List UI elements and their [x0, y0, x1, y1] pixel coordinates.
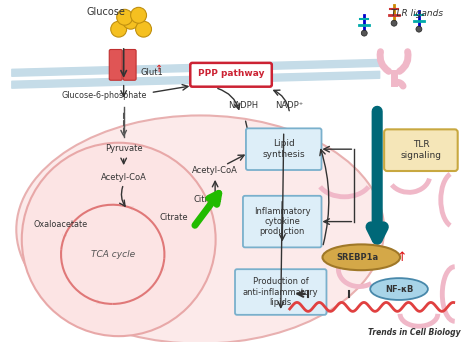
FancyBboxPatch shape [246, 128, 321, 170]
Ellipse shape [322, 245, 400, 270]
Ellipse shape [370, 278, 428, 300]
Text: Production of
anti-inflammatory
lipids: Production of anti-inflammatory lipids [243, 277, 319, 307]
Text: Lipid
synthesis: Lipid synthesis [263, 140, 305, 159]
Circle shape [416, 26, 422, 32]
Circle shape [361, 30, 367, 36]
Ellipse shape [16, 116, 384, 343]
FancyBboxPatch shape [243, 196, 321, 247]
Text: Trends in Cell Biology: Trends in Cell Biology [368, 328, 461, 336]
Text: TLR
signaling: TLR signaling [401, 141, 441, 160]
Text: Oxaloacetate: Oxaloacetate [34, 220, 88, 229]
Text: SREBP1a: SREBP1a [336, 253, 378, 262]
Text: PPP pathway: PPP pathway [198, 69, 264, 78]
Text: Acetyl-CoA: Acetyl-CoA [192, 166, 238, 175]
Circle shape [131, 7, 146, 23]
Text: Glut1: Glut1 [141, 68, 164, 77]
Text: Citrate: Citrate [194, 195, 222, 204]
Text: TCA cycle: TCA cycle [91, 250, 135, 259]
Circle shape [117, 9, 133, 25]
Circle shape [136, 21, 152, 37]
Ellipse shape [22, 143, 216, 336]
FancyBboxPatch shape [109, 49, 122, 80]
Text: NADPH: NADPH [228, 101, 258, 110]
FancyBboxPatch shape [235, 269, 327, 315]
Text: Glucose-6-phosphate: Glucose-6-phosphate [61, 91, 146, 100]
Text: Acetyl-CoA: Acetyl-CoA [101, 174, 146, 182]
Text: Inflammatory
cytokine
production: Inflammatory cytokine production [254, 207, 310, 236]
FancyBboxPatch shape [123, 49, 136, 80]
Text: Pyruvate: Pyruvate [105, 144, 143, 153]
Text: Glucose: Glucose [86, 7, 125, 17]
Circle shape [391, 20, 397, 26]
Text: TLR ligands: TLR ligands [391, 9, 443, 18]
FancyBboxPatch shape [190, 63, 272, 87]
Text: Citrate: Citrate [159, 213, 188, 222]
Text: NF-κB: NF-κB [385, 285, 413, 294]
FancyBboxPatch shape [384, 129, 458, 171]
Circle shape [111, 21, 127, 37]
Text: NADP⁺: NADP⁺ [275, 101, 304, 110]
Circle shape [123, 13, 138, 29]
Text: ↑: ↑ [155, 64, 164, 74]
Text: ↑: ↑ [397, 251, 407, 264]
